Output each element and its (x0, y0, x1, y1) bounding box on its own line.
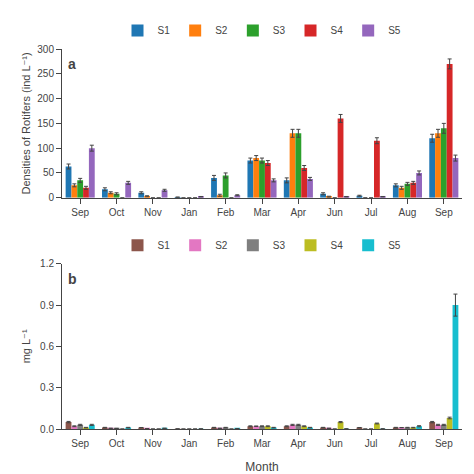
svg-text:S4: S4 (331, 25, 344, 36)
svg-text:250: 250 (37, 68, 54, 79)
svg-text:Jul: Jul (365, 207, 378, 218)
svg-text:200: 200 (37, 93, 54, 104)
svg-text:Jun: Jun (327, 207, 343, 218)
svg-text:Aug: Aug (399, 438, 417, 449)
svg-text:Jun: Jun (327, 438, 343, 449)
svg-text:Apr: Apr (291, 438, 307, 449)
svg-text:Nov: Nov (144, 207, 162, 218)
svg-text:S3: S3 (273, 25, 286, 36)
svg-text:Sep: Sep (71, 438, 89, 449)
svg-text:Jul: Jul (365, 438, 378, 449)
svg-text:Feb: Feb (217, 438, 235, 449)
svg-text:Densities of Rotifers (ind L⁻¹: Densities of Rotifers (ind L⁻¹) (20, 52, 32, 194)
svg-text:S1: S1 (158, 240, 171, 251)
svg-text:Sep: Sep (71, 207, 89, 218)
svg-text:S3: S3 (273, 240, 286, 251)
svg-text:0: 0 (48, 192, 54, 203)
svg-text:a: a (68, 56, 76, 72)
svg-text:S5: S5 (388, 25, 401, 36)
svg-text:0.6: 0.6 (40, 341, 54, 352)
svg-text:150: 150 (37, 118, 54, 129)
svg-text:Sep: Sep (435, 207, 453, 218)
svg-text:300: 300 (37, 44, 54, 55)
svg-text:Aug: Aug (399, 207, 417, 218)
svg-text:Oct: Oct (109, 438, 125, 449)
svg-text:S2: S2 (215, 240, 228, 251)
svg-text:S4: S4 (331, 240, 344, 251)
svg-text:Month: Month (245, 460, 278, 474)
svg-text:100: 100 (37, 143, 54, 154)
svg-text:Nov: Nov (144, 438, 162, 449)
svg-text:Jan: Jan (181, 207, 197, 218)
svg-text:0.0: 0.0 (40, 424, 54, 435)
svg-text:Jan: Jan (181, 438, 197, 449)
svg-text:Oct: Oct (109, 207, 125, 218)
svg-text:Mar: Mar (253, 438, 271, 449)
svg-text:Feb: Feb (217, 207, 235, 218)
svg-text:50: 50 (43, 167, 55, 178)
svg-text:Sep: Sep (435, 438, 453, 449)
svg-text:1.2: 1.2 (40, 258, 54, 269)
svg-text:S2: S2 (215, 25, 228, 36)
svg-text:0.9: 0.9 (40, 300, 54, 311)
svg-text:b: b (68, 271, 77, 287)
svg-text:S5: S5 (388, 240, 401, 251)
svg-text:S1: S1 (158, 25, 171, 36)
svg-text:Apr: Apr (291, 207, 307, 218)
svg-text:mg L⁻¹: mg L⁻¹ (20, 329, 32, 363)
svg-text:0.3: 0.3 (40, 382, 54, 393)
svg-text:Mar: Mar (253, 207, 271, 218)
